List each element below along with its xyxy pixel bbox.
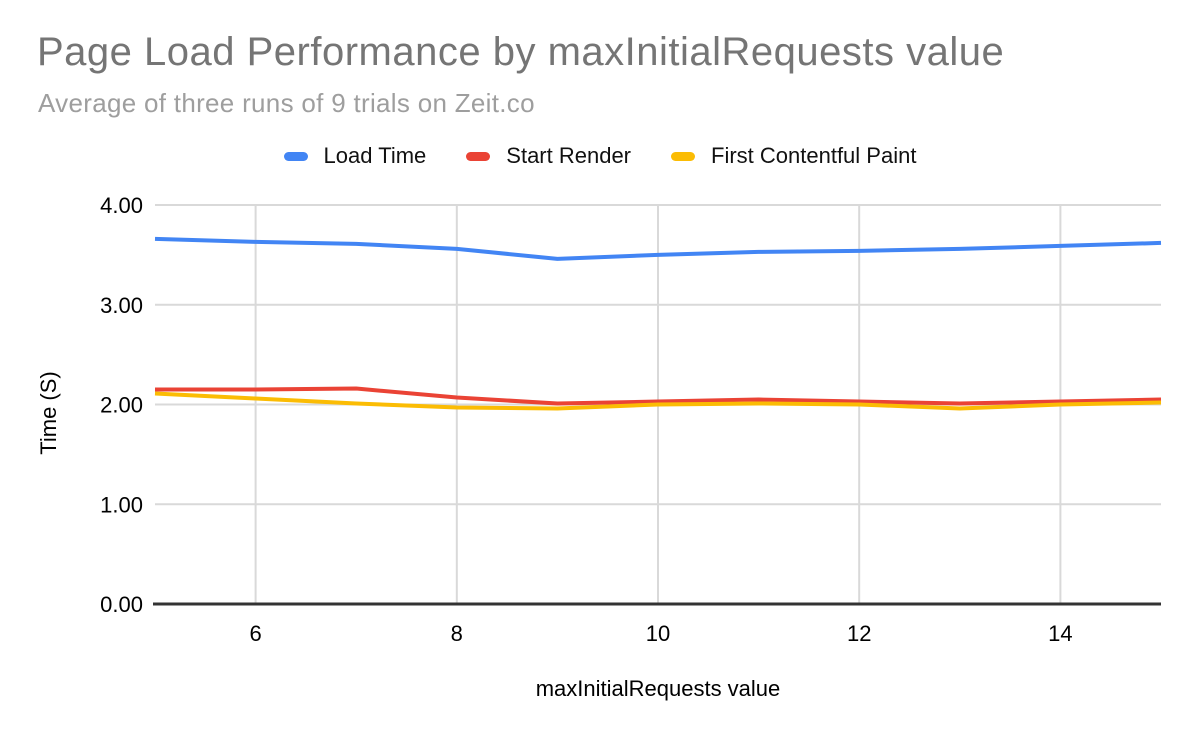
y-tick-label: 1.00 (100, 492, 143, 517)
y-tick-label: 3.00 (100, 293, 143, 318)
x-tick-label: 10 (646, 621, 670, 646)
legend-item-start-render: Start Render (466, 143, 631, 169)
legend-item-load-time: Load Time (283, 143, 427, 169)
legend-swatch-icon (283, 151, 308, 161)
x-axis-title: maxInitialRequests value (535, 676, 781, 701)
y-axis-title: Time (S) (36, 371, 61, 455)
legend-label: First Contentful Paint (711, 143, 917, 168)
x-tick-label: 6 (249, 621, 261, 646)
legend-label: Load Time (323, 143, 427, 168)
x-tick-label: 8 (451, 621, 463, 646)
y-tick-label: 0.00 (100, 592, 143, 617)
legend-label: Start Render (506, 143, 632, 168)
chart-subtitle: Average of three runs of 9 trials on Zei… (38, 88, 535, 118)
series-line-load-time (154, 236, 1162, 261)
legend-item-first-contentful-paint: First Contentful Paint (671, 143, 916, 169)
legend-swatch-icon (466, 151, 491, 161)
x-tick-label: 14 (1048, 621, 1072, 646)
chart-title: Page Load Performance by maxInitialReque… (37, 30, 1005, 74)
series-line-start-render (155, 386, 1162, 406)
y-tick-label: 2.00 (100, 393, 143, 418)
x-tick-label: 12 (847, 621, 871, 646)
legend: Load Time Start Render First Contentful Pa… (0, 141, 1200, 171)
legend-swatch-icon (671, 151, 696, 161)
series-line-first-contentful-paint (154, 391, 1162, 411)
y-tick-label: 4.00 (100, 193, 143, 218)
